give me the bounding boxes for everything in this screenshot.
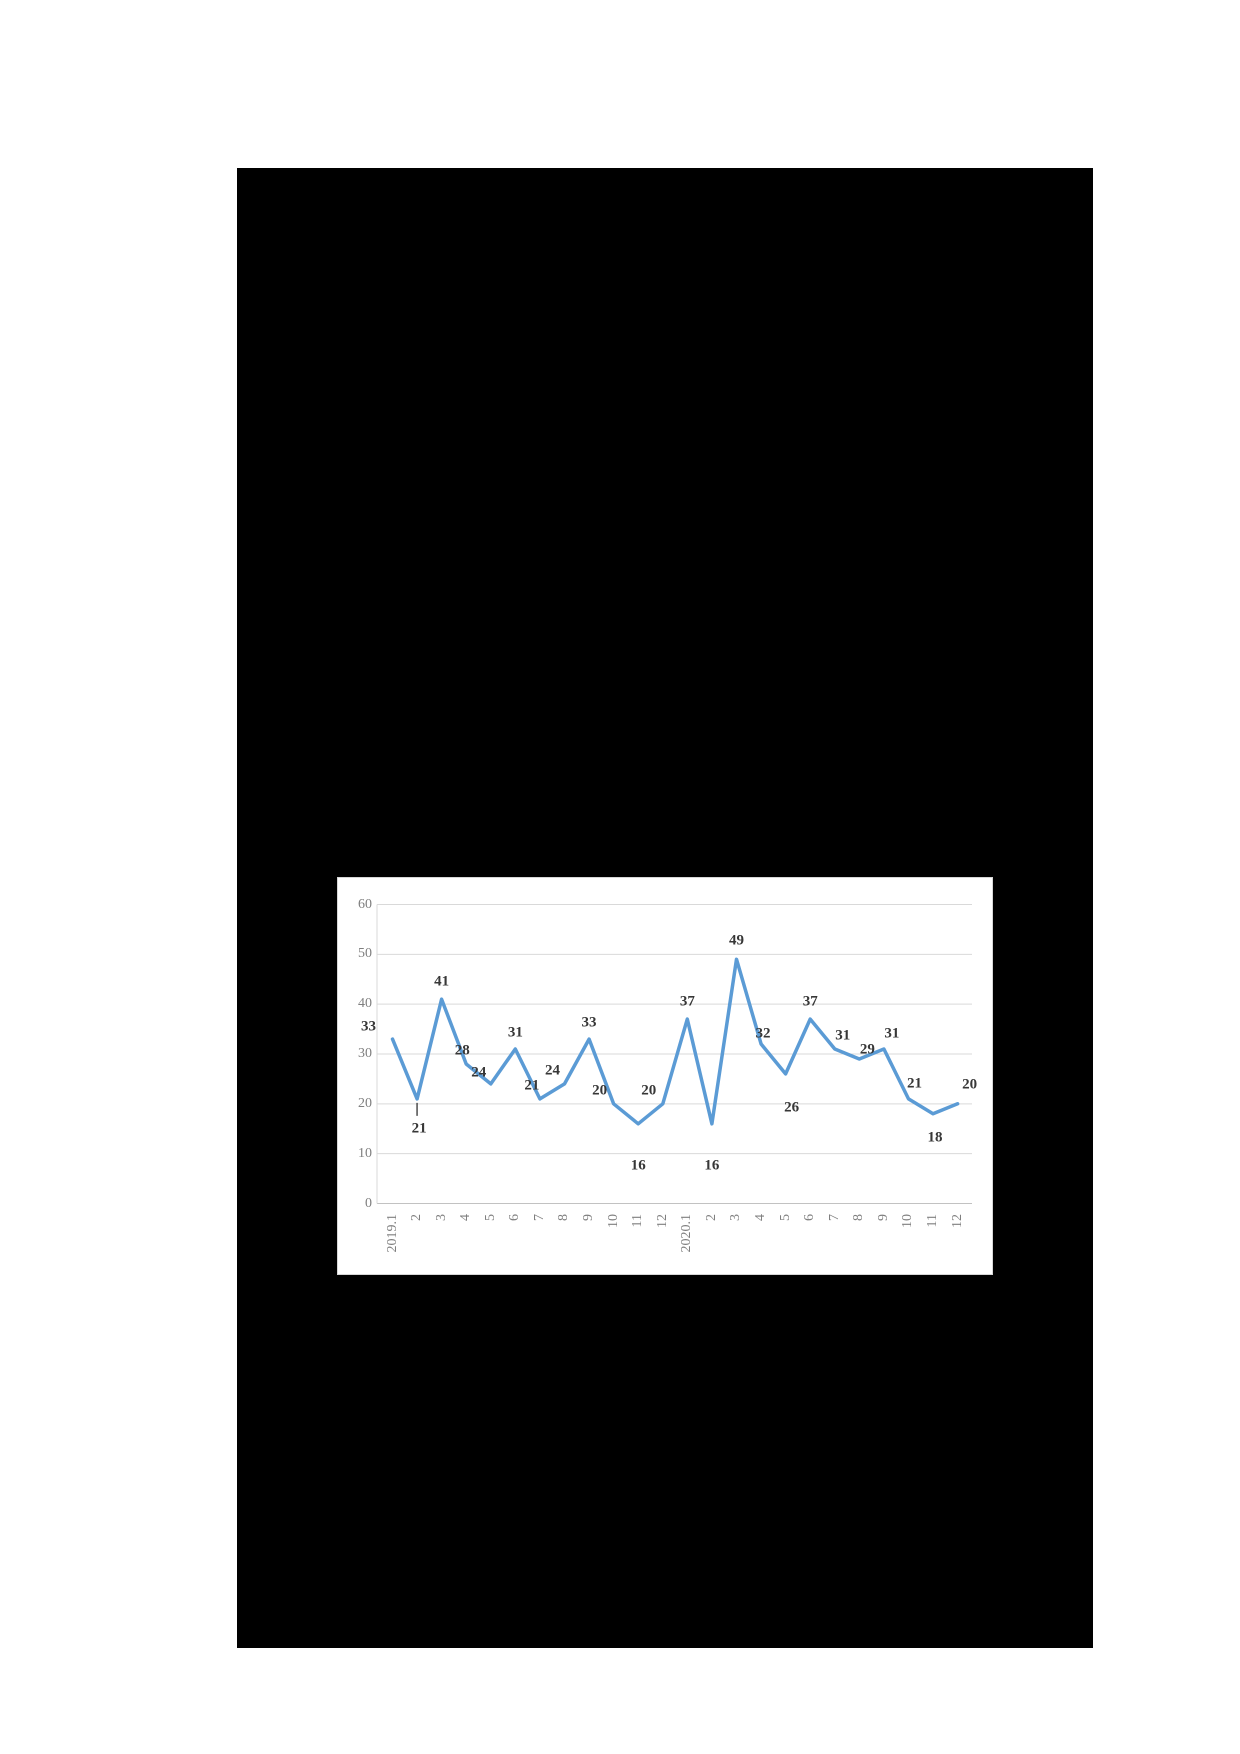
data-label: 32	[755, 1025, 771, 1042]
chart-frame: 0 10 20 30 40 50 60 2019.1 2 3 4 5 6 7 8 9 10 11 12 2020.1 2…	[337, 877, 993, 1275]
x-axis-tick-label-text: 7	[531, 1214, 547, 1221]
data-label: 20	[592, 1082, 608, 1099]
x-axis-tick-label-text: 11	[925, 1214, 941, 1228]
x-axis-tick-label-text: 2020.1	[679, 1214, 695, 1253]
x-axis-tick-label-text: 10	[900, 1214, 916, 1228]
x-axis-tick-label: 6	[507, 1211, 523, 1225]
data-label: 33	[361, 1018, 376, 1035]
x-axis-tick-label-text: 2	[703, 1214, 719, 1221]
chart-plot-svg	[376, 904, 972, 1204]
dark-panel: 0 10 20 30 40 50 60 2019.1 2 3 4 5 6 7 8 9 10 11 12 2020.1 2…	[237, 168, 1093, 1648]
x-axis-tick-label-text: 8	[851, 1214, 867, 1221]
data-label: 31	[884, 1025, 900, 1042]
x-axis-tick-label: 2020.1	[679, 1211, 694, 1253]
x-axis-tick-label: 10	[605, 1211, 621, 1228]
x-axis-tick-label-text: 4	[753, 1214, 769, 1221]
x-axis-tick-label-text: 5	[777, 1214, 793, 1221]
x-axis-tick-label: 11	[630, 1211, 646, 1228]
x-axis-tick-label-text: 7	[826, 1214, 842, 1221]
chart-line	[390, 957, 960, 1126]
x-axis-tick-label: 12	[654, 1211, 670, 1228]
x-axis-tick-label-text: 3	[433, 1214, 449, 1221]
x-axis-tick-label-text: 10	[605, 1214, 621, 1228]
x-axis-tick-label: 9	[875, 1211, 891, 1225]
data-label: 24	[544, 1062, 560, 1079]
data-label: 24	[471, 1064, 487, 1081]
y-axis-tick-label: 0	[365, 1195, 372, 1211]
y-axis-tick-label: 50	[358, 946, 372, 962]
x-axis-tick-label-text: 9	[875, 1214, 891, 1221]
x-axis-tick-label-text: 3	[728, 1214, 744, 1221]
x-axis-tick-label-text: 8	[556, 1214, 572, 1221]
y-axis-tick-label: 20	[358, 1095, 372, 1111]
x-axis-tick-label-text: 2	[409, 1214, 425, 1221]
x-axis-tick-label: 2	[409, 1211, 425, 1225]
x-axis-tick-label: 6	[802, 1211, 818, 1225]
x-axis-tick-label: 9	[581, 1211, 597, 1225]
x-axis-tick-label-text: 4	[458, 1214, 474, 1221]
x-axis-tick-label: 2019.1	[385, 1211, 400, 1253]
x-axis-tick-label-text: 12	[654, 1214, 670, 1228]
data-label: 18	[927, 1129, 943, 1146]
data-label: 16	[630, 1157, 646, 1174]
x-axis-tick-label: 3	[728, 1211, 744, 1225]
data-label: 33	[581, 1014, 597, 1031]
y-axis-tick-label: 10	[358, 1145, 372, 1161]
data-label: 21	[524, 1077, 540, 1094]
x-axis-tick-label: 10	[900, 1211, 916, 1228]
x-axis-tick-label-text: 6	[507, 1214, 523, 1221]
x-axis-tick-label: 2	[703, 1211, 719, 1225]
x-axis-tick-label: 7	[826, 1211, 842, 1225]
x-axis-tick-label: 4	[458, 1211, 474, 1225]
data-label: 28	[454, 1042, 470, 1059]
x-axis-tick-label: 4	[753, 1211, 769, 1225]
x-axis-tick-label-text: 2019.1	[384, 1214, 400, 1253]
y-axis-tick-label: 40	[358, 996, 372, 1012]
data-label: 49	[728, 932, 744, 949]
x-axis-tick-label: 8	[556, 1211, 572, 1225]
data-label: 21	[906, 1075, 922, 1092]
y-axis-tick-label: 60	[358, 896, 372, 912]
data-label: 31	[835, 1027, 851, 1044]
x-axis-tick-label-text: 11	[630, 1214, 646, 1228]
data-label: 26	[784, 1099, 800, 1116]
x-axis-tick-label-text: 6	[802, 1214, 818, 1221]
x-axis-tick-label: 8	[851, 1211, 867, 1225]
data-label: 16	[704, 1157, 720, 1174]
x-axis-tick-label: 3	[433, 1211, 449, 1225]
x-axis-tick-label: 5	[777, 1211, 793, 1225]
data-label: 20	[962, 1076, 978, 1093]
x-axis-tick-label-text: 12	[949, 1214, 965, 1228]
x-axis-tick-label-text: 5	[482, 1214, 498, 1221]
data-label: 37	[679, 993, 695, 1010]
x-axis-tick-label: 7	[531, 1211, 547, 1225]
data-label: 20	[641, 1082, 657, 1099]
x-axis-tick-label: 11	[925, 1211, 941, 1228]
data-label: 29	[859, 1041, 875, 1058]
data-label: 21	[411, 1120, 427, 1137]
x-axis-tick-label: 12	[949, 1211, 965, 1228]
data-label: 31	[507, 1024, 523, 1041]
data-label: 37	[802, 993, 818, 1010]
x-axis-tick-label: 5	[482, 1211, 498, 1225]
y-axis-tick-label: 30	[358, 1046, 372, 1061]
x-axis-tick-label-text: 9	[581, 1214, 597, 1221]
data-label: 41	[434, 973, 450, 990]
